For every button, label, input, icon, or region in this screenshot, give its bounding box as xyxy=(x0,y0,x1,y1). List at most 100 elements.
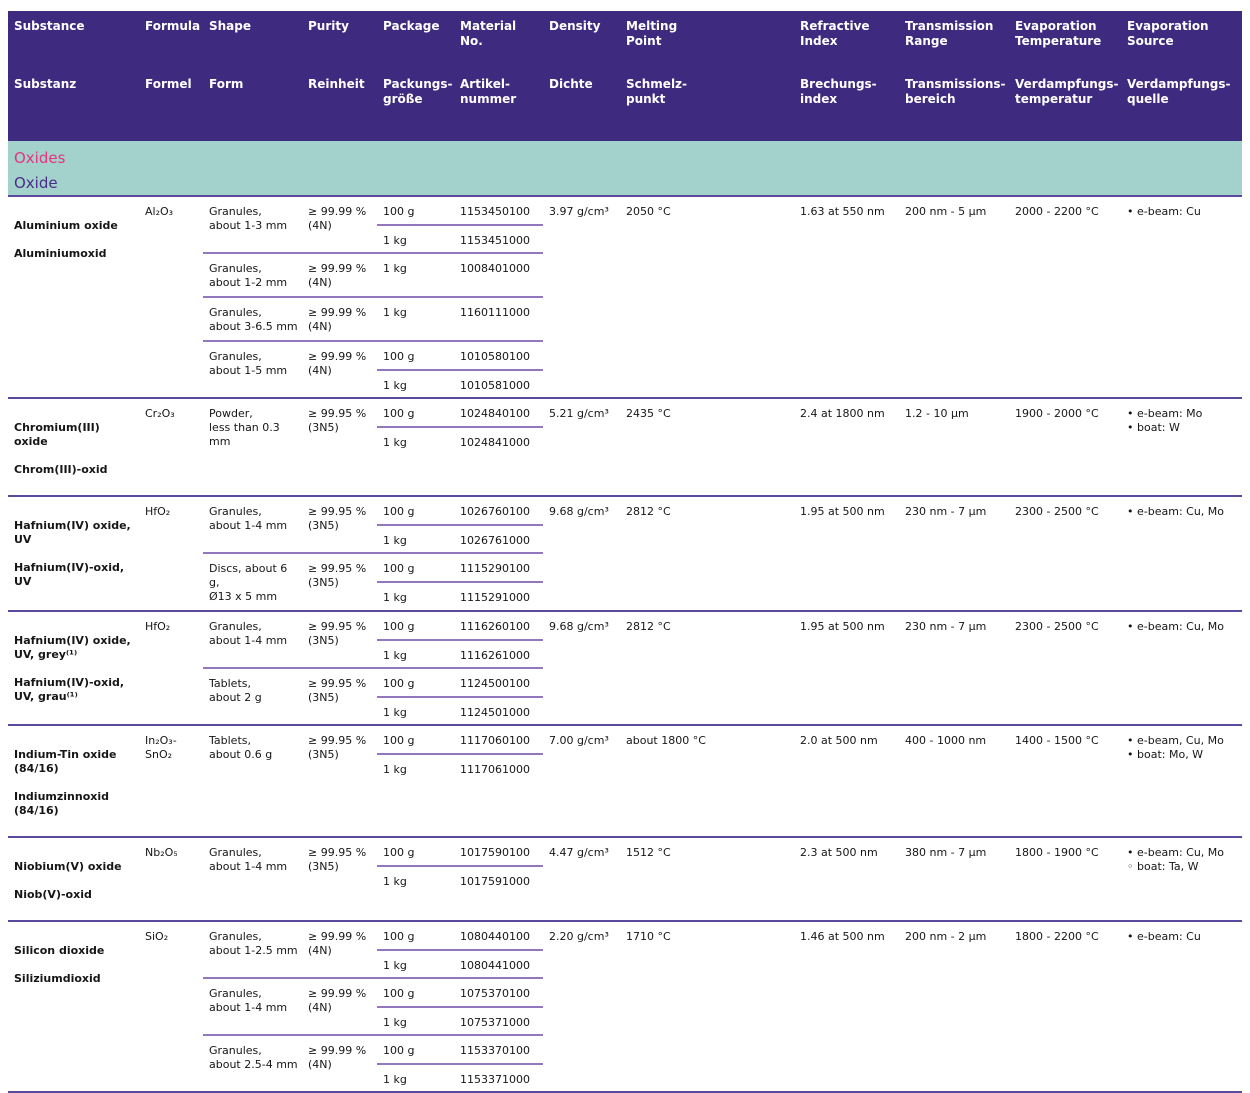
package-size: 100 g xyxy=(383,505,415,518)
variant-shape: Granules, about 1-4 mm xyxy=(209,987,288,1014)
evaporation-source-item: • e-beam: Cu, Mo xyxy=(1127,505,1240,519)
refractive-index: 2.0 at 500 nm xyxy=(800,734,878,747)
material-number: 1117061000 xyxy=(460,763,530,776)
transmission-range: 200 nm - 5 µm xyxy=(905,205,987,218)
package-row: 1 kg 1115291000 xyxy=(377,581,543,609)
package-list: 100 g 1115290100 1 kg 1115291000 xyxy=(377,554,543,610)
material-number: 1017591000 xyxy=(460,875,530,888)
package-size: 100 g xyxy=(383,407,415,420)
melting-point: 1512 °C xyxy=(626,846,671,859)
package-row: 1 kg 1080441000 xyxy=(377,949,543,977)
column-header: Transmission Range Transmissions- bereic… xyxy=(899,11,1009,141)
substance-name-en: Hafnium(IV) oxide, UV xyxy=(14,519,131,546)
substance-name-en: Indium-Tin oxide (84/16) xyxy=(14,748,117,775)
package-size: 1 kg xyxy=(383,959,407,972)
variant-list: Granules, about 1-3 mm ≥ 99.99 % (4N) 10… xyxy=(203,197,543,397)
substance-name-en: Silicon dioxide xyxy=(14,944,105,957)
variant-row: Granules, about 1-3 mm ≥ 99.99 % (4N) 10… xyxy=(203,197,543,252)
density: 2.20 g/cm³ xyxy=(549,930,609,943)
transmission-range: 200 nm - 2 µm xyxy=(905,930,987,943)
evaporation-source-item: • boat: W xyxy=(1127,421,1240,435)
material-number: 1080441000 xyxy=(460,959,530,972)
substance-name-de: Indiumzinnoxid (84/16) xyxy=(14,790,109,817)
material-number: 1153371000 xyxy=(460,1073,530,1086)
package-size: 100 g xyxy=(383,677,415,690)
substance-name-de: Siliziumdioxid xyxy=(14,972,101,985)
material-number: 1116261000 xyxy=(460,649,530,662)
section-title-de: Oxide xyxy=(14,174,58,192)
table-header: Substance Substanz Formula Formel Shape … xyxy=(8,11,1242,141)
column-label-de: Verdampfungs- quelle xyxy=(1127,77,1231,106)
formula: HfO₂ xyxy=(145,505,171,518)
package-row: 100 g 1116260100 xyxy=(377,612,543,639)
variant-purity: ≥ 99.95 % (3N5) xyxy=(308,620,367,647)
evaporation-source-text: e-beam: Cu xyxy=(1137,930,1201,943)
package-list: 100 g 1010580100 1 kg 1010581000 xyxy=(377,342,543,397)
material-number: 1024840100 xyxy=(460,407,530,420)
package-size: 100 g xyxy=(383,846,415,859)
variant-row: Discs, about 6 g, Ø13 x 5 mm ≥ 99.95 % (… xyxy=(203,552,543,610)
formula: Cr₂O₃ xyxy=(145,407,175,420)
variant-row: Tablets, about 2 g ≥ 99.95 % (3N5) 100 g… xyxy=(203,667,543,724)
package-list: 100 g 1117060100 1 kg 1117061000 xyxy=(377,726,543,781)
bullet-icon: ◦ xyxy=(1127,860,1134,873)
evaporation-source-item: • boat: Mo, W xyxy=(1127,748,1240,762)
column-header: Formula Formel xyxy=(139,11,203,141)
material-number: 1124500100 xyxy=(460,677,530,690)
material-number: 1026760100 xyxy=(460,505,530,518)
material-number: 1160111000 xyxy=(460,306,530,319)
melting-point: 1710 °C xyxy=(626,930,671,943)
package-list: 100 g 1153370100 1 kg 1153371000 xyxy=(377,1036,543,1091)
evaporation-source: • e-beam: Mo • boat: W xyxy=(1121,399,1242,495)
variant-list: Granules, about 1-4 mm ≥ 99.95 % (3N5) 1… xyxy=(203,612,543,724)
evaporation-source-item: • e-beam: Mo xyxy=(1127,407,1240,421)
column-header: Refractive Index Brechungs- index xyxy=(794,11,899,141)
section-header: Oxides Oxide xyxy=(8,141,1242,197)
evaporation-source-text: e-beam: Cu, Mo xyxy=(1137,846,1225,859)
variant-shape: Granules, about 1-4 mm xyxy=(209,505,288,532)
substance-name-en: Chromium(III) oxide xyxy=(14,421,100,448)
refractive-index: 1.46 at 500 nm xyxy=(800,930,885,943)
package-list: 1 kg 1160111000 xyxy=(377,298,543,340)
bullet-icon: • xyxy=(1127,748,1134,761)
package-size: 100 g xyxy=(383,930,415,943)
substance-name: Indium-Tin oxide (84/16) Indiumzinnoxid … xyxy=(8,726,139,836)
density: 3.97 g/cm³ xyxy=(549,205,609,218)
package-row: 100 g 1153450100 xyxy=(377,197,543,224)
column-label-de: Substanz xyxy=(14,77,77,91)
transmission-range: 400 - 1000 nm xyxy=(905,734,987,747)
column-label-de: Packungs- größe xyxy=(383,77,453,106)
variant-shape: Granules, about 1-4 mm xyxy=(209,620,288,647)
package-size: 1 kg xyxy=(383,534,407,547)
variant-list: Granules, about 1-2.5 mm ≥ 99.99 % (4N) … xyxy=(203,922,543,1091)
evaporation-source-text: e-beam: Cu xyxy=(1137,205,1201,218)
material-number: 1010580100 xyxy=(460,350,530,363)
package-size: 100 g xyxy=(383,205,415,218)
substance-name: Hafnium(IV) oxide, UV Hafnium(IV)-oxid, … xyxy=(8,497,139,610)
package-list: 100 g 1026760100 1 kg 1026761000 xyxy=(377,497,543,552)
package-row: 100 g 1017590100 xyxy=(377,838,543,865)
refractive-index: 1.95 at 500 nm xyxy=(800,505,885,518)
transmission-range: 1.2 - 10 µm xyxy=(905,407,969,420)
substance-name-de: Aluminiumoxid xyxy=(14,247,107,260)
column-label-en: Shape xyxy=(209,19,252,33)
evaporation-source: • e-beam: Cu, Mo xyxy=(1121,612,1242,724)
substance-name-en: Aluminium oxide xyxy=(14,219,118,232)
substance-name-de: Chrom(III)-oxid xyxy=(14,463,108,476)
package-row: 1 kg 1026761000 xyxy=(377,524,543,552)
variant-purity: ≥ 99.99 % (4N) xyxy=(308,306,367,333)
substance-row: Aluminium oxide Aluminiumoxid Al₂O₃ Gran… xyxy=(8,197,1242,399)
variant-row: Granules, about 1-2 mm ≥ 99.99 % (4N) 1 … xyxy=(203,252,543,296)
column-label-de: Verdampfungs- temperatur xyxy=(1015,77,1119,106)
material-number: 1153450100 xyxy=(460,205,530,218)
substance-name: Niobium(V) oxide Niob(V)-oxid xyxy=(8,838,139,920)
column-label-en: Transmission Range xyxy=(905,19,994,48)
variant-purity: ≥ 99.99 % (4N) xyxy=(308,930,367,957)
column-header: Density Dichte xyxy=(543,11,620,141)
variant-shape: Discs, about 6 g, Ø13 x 5 mm xyxy=(209,562,288,603)
column-label-en: Density xyxy=(549,19,601,33)
evaporation-temperature: 1900 - 2000 °C xyxy=(1015,407,1099,420)
material-number: 1024841000 xyxy=(460,436,530,449)
column-label-de: Reinheit xyxy=(308,77,365,91)
melting-point: 2812 °C xyxy=(626,505,671,518)
